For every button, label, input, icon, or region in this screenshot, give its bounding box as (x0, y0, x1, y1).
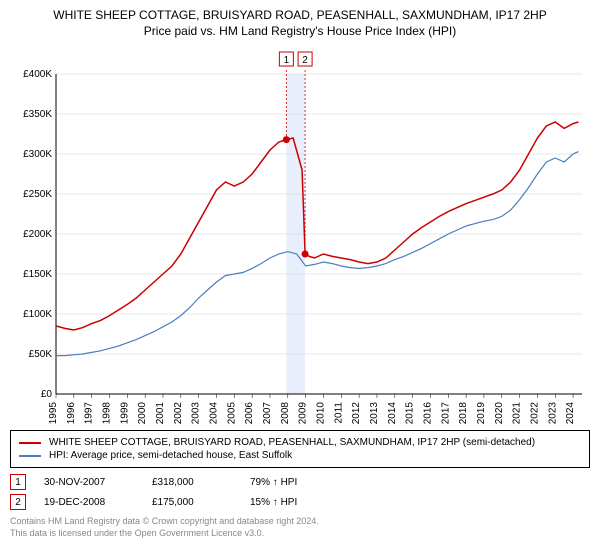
svg-text:2010: 2010 (315, 402, 326, 424)
svg-text:1998: 1998 (101, 402, 112, 424)
trade-date: 19-DEC-2008 (44, 497, 134, 508)
svg-text:2005: 2005 (226, 402, 237, 424)
svg-text:2006: 2006 (244, 402, 255, 424)
svg-text:2018: 2018 (458, 402, 469, 424)
legend-label: WHITE SHEEP COTTAGE, BRUISYARD ROAD, PEA… (49, 437, 535, 448)
trades-block: 1 30-NOV-2007 £318,000 79% ↑ HPI 2 19-DEC-200… (10, 474, 590, 510)
svg-text:2020: 2020 (494, 402, 505, 424)
svg-text:1997: 1997 (84, 402, 95, 424)
svg-text:2009: 2009 (298, 402, 309, 424)
svg-text:£400K: £400K (23, 69, 52, 80)
trade-row: 2 19-DEC-2008 £175,000 15% ↑ HPI (10, 494, 590, 510)
svg-text:2012: 2012 (351, 402, 362, 424)
svg-text:2: 2 (302, 55, 308, 66)
chart-svg: £0 £50K £100K £150K £200K £250K £300K £350K £400… (10, 44, 590, 424)
svg-text:1995: 1995 (48, 402, 59, 424)
svg-text:2022: 2022 (529, 402, 540, 424)
legend-label: HPI: Average price, semi-detached house,… (49, 450, 292, 461)
svg-text:1999: 1999 (119, 402, 130, 424)
svg-text:2007: 2007 (262, 402, 273, 424)
svg-text:2000: 2000 (137, 402, 148, 424)
legend-swatch (19, 455, 41, 457)
svg-text:£250K: £250K (23, 189, 52, 200)
svg-text:2004: 2004 (208, 402, 219, 424)
trade-price: £175,000 (152, 497, 232, 508)
svg-text:1996: 1996 (66, 402, 77, 424)
page-subtitle: Price paid vs. HM Land Registry's House … (10, 24, 590, 38)
svg-text:2008: 2008 (280, 402, 291, 424)
svg-text:£350K: £350K (23, 109, 52, 120)
svg-text:£100K: £100K (23, 309, 52, 320)
trade-row: 1 30-NOV-2007 £318,000 79% ↑ HPI (10, 474, 590, 490)
svg-text:£200K: £200K (23, 229, 52, 240)
footnote: Contains HM Land Registry data © Crown c… (10, 516, 590, 539)
legend-box: WHITE SHEEP COTTAGE, BRUISYARD ROAD, PEA… (10, 430, 590, 468)
title-block: WHITE SHEEP COTTAGE, BRUISYARD ROAD, PEA… (10, 8, 590, 38)
trade-hpi: 79% ↑ HPI (250, 477, 297, 488)
trade-marker: 1 (10, 474, 26, 490)
trade-marker: 2 (10, 494, 26, 510)
svg-text:£0: £0 (41, 389, 53, 400)
svg-text:2014: 2014 (387, 402, 398, 424)
svg-text:2016: 2016 (422, 402, 433, 424)
price-chart: £0 £50K £100K £150K £200K £250K £300K £350K £400… (10, 44, 590, 424)
svg-text:2021: 2021 (512, 402, 523, 424)
svg-text:£50K: £50K (29, 349, 53, 360)
svg-text:2003: 2003 (191, 402, 202, 424)
trade-hpi: 15% ↑ HPI (250, 497, 297, 508)
footnote-line-1: Contains HM Land Registry data © Crown c… (10, 516, 590, 528)
svg-text:2024: 2024 (565, 402, 576, 424)
legend-swatch (19, 442, 41, 444)
svg-text:£150K: £150K (23, 269, 52, 280)
svg-text:2013: 2013 (369, 402, 380, 424)
svg-text:2023: 2023 (547, 402, 558, 424)
svg-text:1: 1 (284, 55, 290, 66)
svg-text:2011: 2011 (333, 402, 344, 424)
svg-text:2002: 2002 (173, 402, 184, 424)
legend-row: WHITE SHEEP COTTAGE, BRUISYARD ROAD, PEA… (19, 437, 581, 448)
svg-text:2001: 2001 (155, 402, 166, 424)
report-container: WHITE SHEEP COTTAGE, BRUISYARD ROAD, PEA… (0, 0, 600, 547)
svg-text:£300K: £300K (23, 149, 52, 160)
legend-row: HPI: Average price, semi-detached house,… (19, 450, 581, 461)
svg-text:2019: 2019 (476, 402, 487, 424)
svg-text:2017: 2017 (440, 402, 451, 424)
trade-date: 30-NOV-2007 (44, 477, 134, 488)
footnote-line-2: This data is licensed under the Open Gov… (10, 528, 590, 540)
page-title: WHITE SHEEP COTTAGE, BRUISYARD ROAD, PEA… (10, 8, 590, 22)
svg-text:2015: 2015 (405, 402, 416, 424)
trade-price: £318,000 (152, 477, 232, 488)
